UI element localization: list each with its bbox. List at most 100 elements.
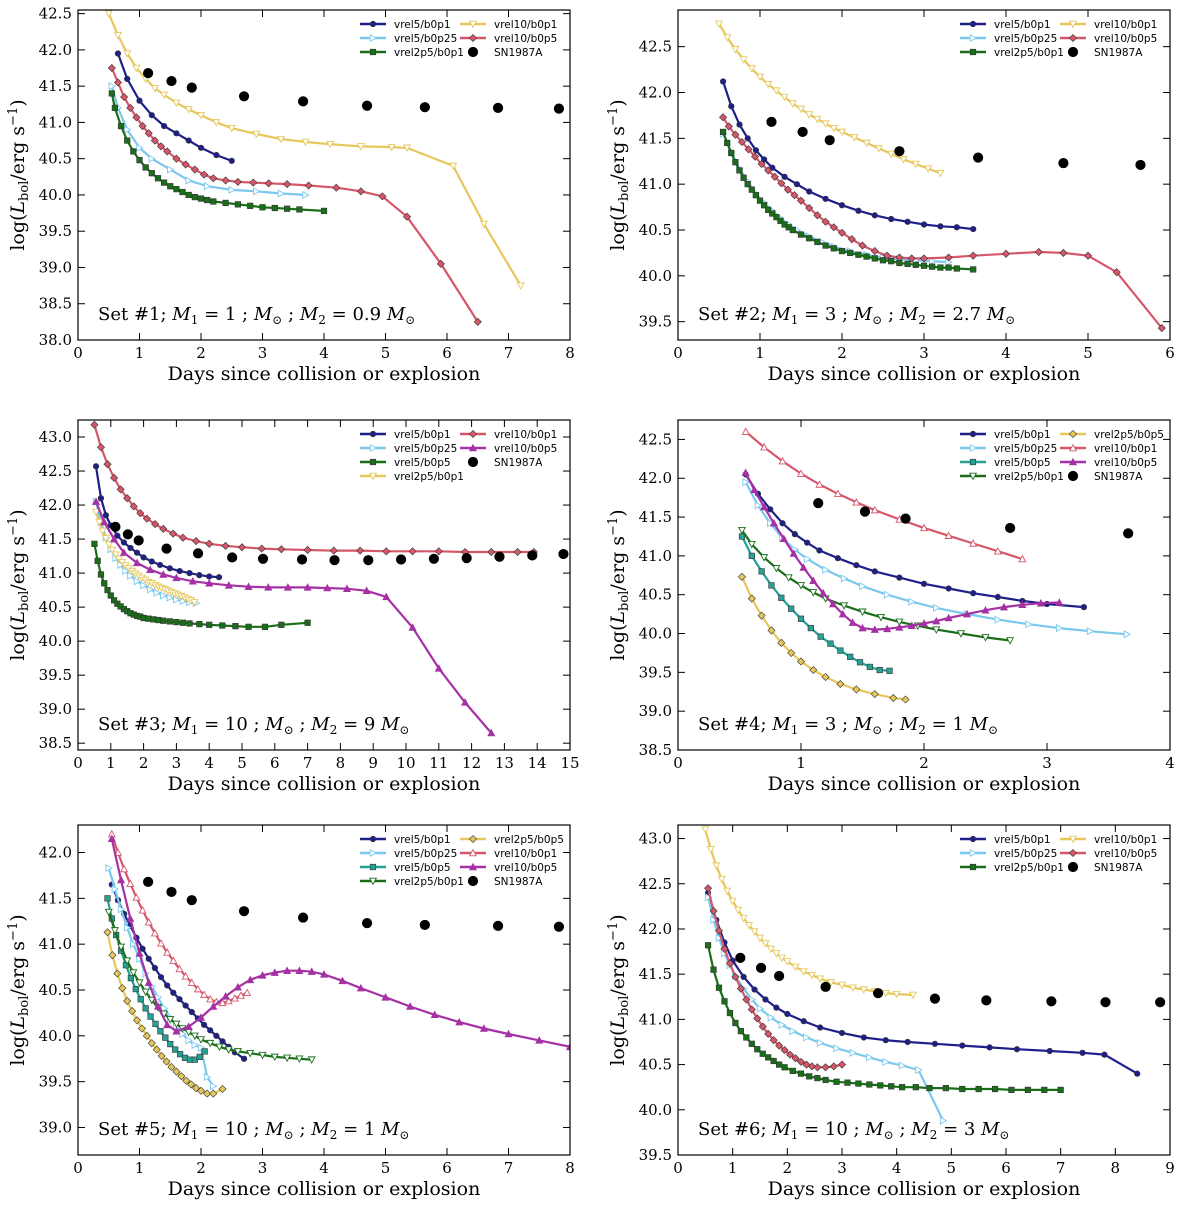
data-point [101,535,110,543]
data-point [236,991,246,999]
data-point [197,144,205,151]
data-point [150,136,159,145]
legend-marker [969,835,977,843]
data-point [97,571,105,578]
data-point [766,945,775,954]
data-point [356,187,365,196]
data-point [117,122,125,130]
legend-marker [968,472,978,481]
y-tick-label: 40.5 [39,981,72,999]
data-point [936,169,945,178]
data-point [855,251,862,258]
series-vrel5-b0p5 [738,533,893,674]
data-point [257,544,266,553]
x-tick-label: 15 [560,754,579,772]
y-tick-label: 39.5 [639,663,672,681]
data-point [107,834,116,842]
data-point [190,165,199,174]
x-tick-label: 5 [1083,344,1093,362]
data-point [487,547,496,557]
data-point [783,185,792,194]
data-point [110,597,118,604]
x-tick-label: 6 [442,1159,452,1177]
data-point [847,249,854,257]
data-point [756,197,764,204]
data-point [944,253,953,262]
data-point [142,514,151,523]
data-point [122,529,133,540]
data-point [146,565,155,573]
data-point [460,698,470,706]
data-point [725,959,734,968]
y-tick-label: 40.5 [639,221,672,239]
data-point [870,247,879,256]
data-point [277,545,286,554]
data-point [111,104,118,112]
series-vrel10-b0p5 [719,113,1166,333]
data-point [724,139,731,147]
data-point [887,150,896,159]
data-point [139,945,146,952]
data-point [161,122,168,130]
data-point [739,914,748,923]
data-point [157,974,165,981]
series-vrel10-b0p1 [714,20,945,178]
series-line [741,529,1011,642]
data-point [899,156,908,164]
data-point [731,972,740,981]
y-tick-label: 43.0 [639,830,672,848]
series-SN1987A [735,952,1166,1008]
data-point [136,509,145,518]
data-point [338,976,347,985]
data-point [186,82,197,93]
panel-annotation: Set #4; M1 = 3 ; M⊙ ; M2 = 1 M⊙ [698,714,998,737]
x-tick-label: 4 [204,754,214,772]
legend-label: vrel5/b0p1 [394,19,451,31]
data-point [156,561,164,569]
data-point [797,1070,805,1077]
data-point [937,223,944,230]
data-point [227,552,238,563]
data-point [201,1048,208,1055]
data-point [154,175,162,182]
legend-marker [468,20,478,29]
series-line [93,424,534,554]
data-point [858,608,867,617]
data-point [110,521,121,532]
series-SN1987A [143,67,565,114]
data-point [837,128,847,137]
data-point [137,996,144,1003]
data-point [142,1005,149,1012]
data-point [197,1043,206,1052]
x-axis-label: Days since collision or explosion [768,363,1081,385]
data-point [883,624,892,633]
data-point [751,152,760,161]
x-axis-label: Days since collision or explosion [168,1178,481,1200]
data-layer [701,826,1166,1125]
data-point [91,497,101,505]
data-point [1157,324,1166,333]
data-point [858,241,867,250]
data-point [434,547,443,556]
data-point [196,621,203,628]
data-point [736,167,743,174]
data-point [304,181,313,190]
x-tick-label: 8 [1111,1159,1121,1177]
data-point [1059,248,1068,257]
data-point [932,616,941,625]
series-vrel2p5-b0p1 [104,908,316,1064]
data-point [833,1044,841,1053]
data-point [888,1083,895,1090]
legend-marker [969,863,977,871]
x-tick-label: 3 [837,1159,847,1177]
data-point [737,1028,744,1035]
x-tick-label: 14 [528,754,547,772]
data-point [780,93,789,102]
data-point [103,460,112,469]
data-point [772,950,781,958]
data-point [167,1040,174,1048]
y-axis-label: log(Lbol/erg s−1) [6,914,32,1065]
data-point [245,623,252,630]
data-point [228,157,235,164]
data-point [147,1039,156,1048]
